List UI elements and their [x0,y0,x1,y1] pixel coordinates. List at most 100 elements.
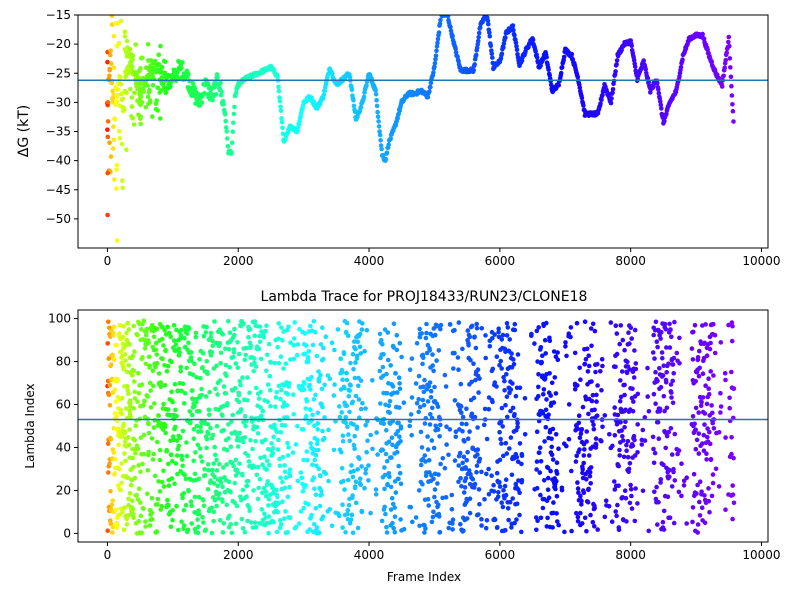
dg-point [434,48,439,54]
lambda-point [504,371,509,377]
lambda-point [669,390,674,395]
lambda-point [335,327,341,332]
lambda-point [208,334,214,340]
lambda-point [501,375,506,380]
lambda-point [499,500,505,506]
lambda-point [111,450,117,455]
lambda-point [199,386,204,392]
lambda-point [582,361,588,367]
lambda-point [249,520,254,525]
lambda-x-label: Frame Index [387,570,461,584]
lambda-point [217,340,223,346]
lambda-x-tick-label: 2000 [223,548,254,562]
dg-point [115,87,121,92]
lambda-point [152,401,157,406]
dg-point [179,65,184,71]
lambda-point [544,397,549,402]
lambda-point [186,340,191,346]
lambda-point [431,476,436,482]
lambda-point [236,390,241,396]
lambda-point [434,358,439,363]
lambda-point [220,484,225,490]
lambda-point [706,376,711,382]
lambda-point [286,324,291,330]
lambda-point [135,332,140,338]
lambda-point [191,458,196,464]
lambda-point [586,486,591,492]
lambda-point [574,510,579,516]
lambda-point [600,424,605,430]
lambda-point [456,479,461,485]
lambda-y-tick-label: 0 [63,526,71,540]
lambda-point [321,356,326,362]
lambda-point [563,340,568,345]
dg-point [111,65,117,70]
lambda-point [366,463,371,468]
lambda-point [396,463,402,469]
lambda-point [253,323,259,329]
lambda-point [314,353,320,359]
lambda-point [223,391,229,396]
dg-point [141,89,146,94]
lambda-point [352,375,358,381]
lambda-point [303,406,309,411]
dg-point [129,114,134,119]
lambda-point [233,457,238,463]
dg-point [231,120,236,126]
lambda-point [280,479,285,485]
lambda-point [599,357,605,362]
lambda-point [233,521,239,527]
lambda-point [660,355,665,361]
lambda-point [579,521,585,526]
lambda-point [430,514,436,520]
lambda-point [622,382,627,388]
dg-point [561,54,567,60]
lambda-point [506,517,511,523]
lambda-point [223,362,229,368]
lambda-point [357,476,363,482]
lambda-point [447,427,453,432]
lambda-point [610,443,615,449]
lambda-point [697,499,702,505]
lambda-point [105,441,111,447]
lambda-point [313,392,318,398]
lambda-point [265,382,271,387]
lambda-y-tick-label: 20 [56,483,71,497]
lambda-point [693,379,698,384]
lambda-y-tick-label: 100 [48,312,71,326]
lambda-point [181,491,187,496]
lambda-point [117,323,123,328]
lambda-point [344,377,350,383]
lambda-point [729,320,735,325]
lambda-point [386,471,392,476]
lambda-point [345,424,350,430]
lambda-point [159,503,165,509]
dg-point [133,42,138,47]
lambda-point [250,446,255,452]
lambda-point [209,350,215,355]
dg-point [128,51,133,57]
lambda-point [238,407,244,412]
lambda-point [353,346,358,352]
lambda-point [318,372,323,378]
lambda-point [697,479,703,485]
lambda-point [469,411,475,417]
dg-point [124,38,130,44]
dg-point [384,150,390,156]
lambda-point [484,471,489,477]
lambda-point [260,490,265,496]
lambda-point [357,331,363,337]
lambda-point [413,515,419,520]
lambda-point [631,399,636,404]
lambda-point [141,432,147,438]
lambda-point [534,429,540,435]
lambda-point [146,354,152,360]
lambda-point [510,405,516,411]
lambda-point [548,468,553,474]
dg-point [277,95,282,100]
lambda-point [175,388,181,394]
lambda-point [146,430,152,436]
lambda-point [176,346,182,352]
dg-point [448,24,453,30]
lambda-point [346,502,352,508]
